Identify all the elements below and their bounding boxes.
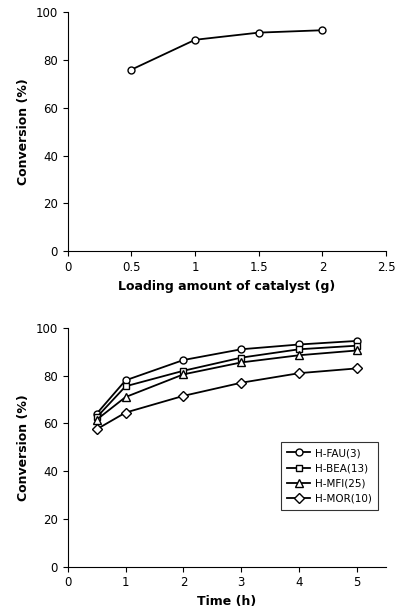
Line: H-MOR(10): H-MOR(10) [93, 365, 361, 433]
Y-axis label: Conversion (%): Conversion (%) [17, 78, 30, 185]
H-MOR(10) [181, 392, 186, 400]
H-MFI(25) [123, 394, 128, 401]
Line: H-BEA(13): H-BEA(13) [93, 342, 361, 421]
Legend: H-FAU(3), H-BEA(13), H-MFI(25), H-MOR(10): H-FAU(3), H-BEA(13), H-MFI(25), H-MOR(10… [281, 442, 378, 510]
H-MOR(10) [297, 370, 302, 377]
H-FAU(3) [123, 376, 128, 384]
H-FAU(3) [297, 341, 302, 348]
Line: H-MFI(25): H-MFI(25) [92, 346, 361, 424]
H-MOR(10) [123, 409, 128, 416]
H-FAU(3) [239, 346, 244, 353]
H-FAU(3) [355, 337, 359, 344]
H-BEA(13) [297, 346, 302, 353]
H-MFI(25) [239, 359, 244, 366]
H-MFI(25) [94, 416, 99, 423]
H-MFI(25) [355, 347, 359, 354]
H-MOR(10) [94, 426, 99, 433]
H-MFI(25) [181, 371, 186, 378]
H-MFI(25) [297, 352, 302, 359]
X-axis label: Loading amount of catalyst (g): Loading amount of catalyst (g) [118, 280, 336, 293]
H-BEA(13) [123, 383, 128, 390]
H-FAU(3) [181, 356, 186, 363]
H-BEA(13) [94, 414, 99, 421]
H-FAU(3) [94, 410, 99, 418]
H-BEA(13) [239, 354, 244, 362]
H-MOR(10) [239, 379, 244, 386]
Line: H-FAU(3): H-FAU(3) [93, 338, 361, 417]
Y-axis label: Conversion (%): Conversion (%) [17, 394, 30, 501]
H-BEA(13) [355, 342, 359, 349]
H-BEA(13) [181, 367, 186, 375]
X-axis label: Time (h): Time (h) [197, 595, 256, 608]
H-MOR(10) [355, 365, 359, 372]
